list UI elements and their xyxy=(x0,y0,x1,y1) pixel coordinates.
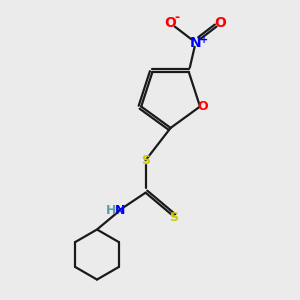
Text: S: S xyxy=(169,211,178,224)
Text: H: H xyxy=(106,204,116,217)
Text: O: O xyxy=(215,16,226,30)
Text: O: O xyxy=(165,16,176,30)
Text: -: - xyxy=(175,11,180,24)
Text: N: N xyxy=(190,35,202,50)
Text: O: O xyxy=(197,100,208,113)
Text: S: S xyxy=(141,154,150,167)
Text: +: + xyxy=(200,34,208,45)
Text: N: N xyxy=(115,204,125,217)
